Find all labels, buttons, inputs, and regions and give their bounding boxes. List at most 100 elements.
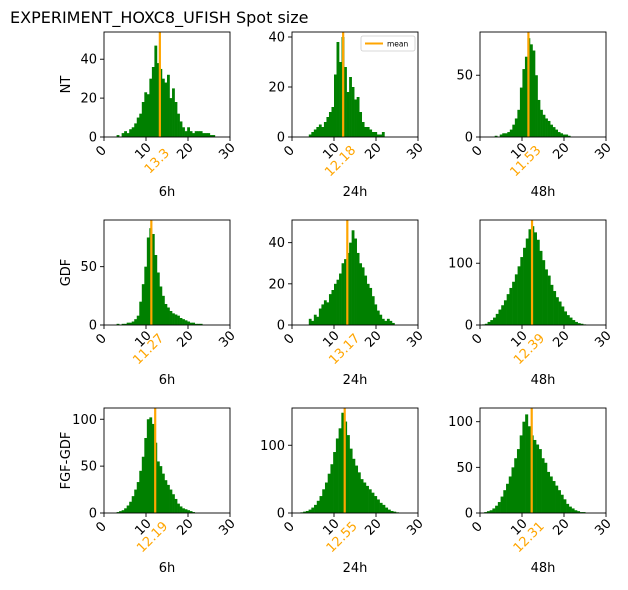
histogram-bar <box>172 88 175 137</box>
histogram-bar <box>321 127 325 137</box>
histogram-bar <box>519 435 523 513</box>
histogram-bar <box>331 290 335 325</box>
histogram-bar <box>184 509 188 513</box>
histogram-bar <box>179 318 183 325</box>
x-tick-label: 0 <box>281 143 297 159</box>
histogram-bar <box>318 308 322 325</box>
histogram-bar <box>141 456 145 513</box>
histogram-bar <box>169 311 173 325</box>
histogram-bar <box>546 471 551 513</box>
histogram-bar <box>528 229 532 325</box>
y-tick-label: 100 <box>448 257 473 272</box>
histogram-bar <box>116 512 120 513</box>
histogram-bar <box>161 473 165 514</box>
histogram-bar <box>493 317 497 325</box>
histogram-bar <box>336 42 340 137</box>
histogram-bar <box>525 414 529 513</box>
histogram-bar <box>354 238 357 325</box>
histogram-bar <box>311 132 315 137</box>
histogram-bar <box>533 232 537 325</box>
histogram-bar <box>139 301 143 325</box>
histogram-bar <box>326 117 330 137</box>
y-tick-label: 0 <box>89 131 97 146</box>
x-axis-label: 6h <box>159 561 176 576</box>
histogram-bar <box>502 133 506 137</box>
histogram-bar <box>379 134 383 137</box>
histogram-bar <box>582 512 586 513</box>
histogram-bar <box>131 496 135 514</box>
histogram-bar <box>506 483 510 513</box>
axes-frame <box>291 219 419 326</box>
histogram-bar <box>498 309 502 325</box>
y-tick-label: 40 <box>268 31 285 46</box>
histogram-bar <box>146 94 150 137</box>
histogram-bar <box>164 304 168 325</box>
histogram-bar <box>187 321 190 325</box>
histogram-bar <box>365 485 369 513</box>
histogram-bar <box>484 323 488 325</box>
histogram-bar <box>379 314 383 325</box>
histogram-bar <box>550 284 554 325</box>
y-tick-label: 0 <box>465 319 473 334</box>
histogram-bar <box>346 435 350 513</box>
axes-frame <box>479 31 607 138</box>
histogram-bar <box>192 322 196 325</box>
y-tick-label: 0 <box>277 507 285 522</box>
histogram-bar <box>499 134 503 137</box>
histogram-bar <box>189 322 193 325</box>
histogram-bar <box>187 127 190 137</box>
histogram-bar <box>131 127 135 137</box>
histogram-bar <box>391 322 395 325</box>
histogram-bar <box>371 492 375 513</box>
histogram-bar <box>182 319 185 325</box>
histogram-bar <box>389 320 393 325</box>
y-tick-label: 100 <box>260 439 285 454</box>
histogram-bar <box>134 489 138 513</box>
histogram-bar <box>553 291 557 325</box>
histogram-bar <box>121 133 125 137</box>
histogram-bar <box>374 304 378 325</box>
histogram-bar <box>341 263 345 325</box>
histogram-bar <box>577 323 581 325</box>
histogram-bar <box>121 510 125 513</box>
histogram-bar <box>542 114 546 137</box>
histogram-bar <box>500 496 504 513</box>
histogram-bar <box>366 283 370 325</box>
histogram-bar <box>318 124 322 137</box>
histogram-bar <box>192 512 196 513</box>
histogram-bar <box>194 131 198 137</box>
histogram-bar <box>184 131 188 137</box>
histogram-bar <box>520 257 524 325</box>
histogram-bar <box>545 118 548 137</box>
histogram-bar <box>560 494 564 513</box>
histogram-bar <box>538 449 542 513</box>
histogram-bar <box>349 77 352 137</box>
histogram-bar <box>552 127 556 137</box>
histogram-bar <box>151 234 155 325</box>
histogram-bar <box>159 286 163 325</box>
histogram-bar <box>561 306 565 325</box>
histogram-bar <box>506 294 510 325</box>
y-tick-label: 40 <box>80 53 97 68</box>
histogram-bar <box>308 509 312 513</box>
histogram-bar <box>154 255 158 325</box>
histogram-bar <box>209 135 213 137</box>
histogram-bar <box>151 423 155 513</box>
histogram-bar <box>544 269 548 325</box>
histogram-bar <box>495 505 499 513</box>
histogram-bar <box>308 318 312 325</box>
histogram-bar <box>129 501 133 513</box>
histogram-bar <box>517 266 521 325</box>
x-tick-label: 20 <box>362 140 384 162</box>
histogram-bar <box>369 287 373 325</box>
histogram-bar <box>536 444 540 513</box>
histogram-bar <box>321 304 325 325</box>
histogram-bar <box>116 323 120 325</box>
histogram-bar <box>136 482 140 513</box>
histogram-bar <box>374 132 378 137</box>
x-tick-label: 20 <box>174 516 196 538</box>
histogram-bar <box>192 133 196 137</box>
